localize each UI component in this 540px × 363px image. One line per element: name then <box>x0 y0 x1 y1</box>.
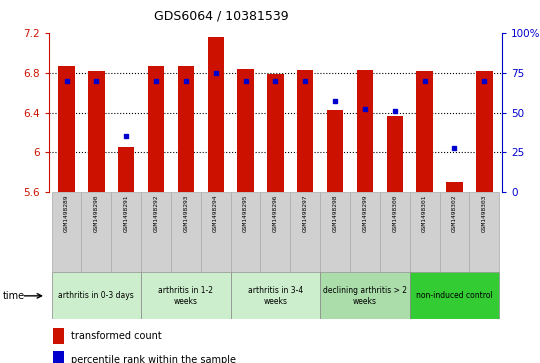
Bar <box>171 192 201 272</box>
Text: GSM1498301: GSM1498301 <box>422 195 427 232</box>
Text: GSM1498293: GSM1498293 <box>184 195 188 232</box>
Text: GSM1498302: GSM1498302 <box>452 195 457 232</box>
Text: GSM1498292: GSM1498292 <box>153 195 159 232</box>
Text: time: time <box>3 291 25 301</box>
Bar <box>231 192 260 272</box>
Bar <box>178 66 194 192</box>
Bar <box>410 272 499 319</box>
Bar <box>320 272 410 319</box>
Bar <box>320 192 350 272</box>
Bar <box>201 192 231 272</box>
Bar <box>148 66 164 192</box>
Bar <box>476 70 492 192</box>
Bar <box>88 70 105 192</box>
Bar <box>118 147 134 192</box>
Bar <box>446 182 463 192</box>
Bar <box>141 192 171 272</box>
Text: GSM1498298: GSM1498298 <box>333 195 338 232</box>
Bar <box>58 66 75 192</box>
Text: GSM1498291: GSM1498291 <box>124 195 129 232</box>
Bar <box>440 192 469 272</box>
Bar <box>327 110 343 192</box>
Bar <box>416 70 433 192</box>
Text: declining arthritis > 2
weeks: declining arthritis > 2 weeks <box>323 286 407 306</box>
Bar <box>410 192 440 272</box>
Text: GSM1498300: GSM1498300 <box>392 195 397 232</box>
Text: transformed count: transformed count <box>71 331 162 341</box>
Bar <box>111 192 141 272</box>
Bar <box>350 192 380 272</box>
Bar <box>53 351 64 363</box>
Bar <box>207 37 224 192</box>
Text: GSM1498297: GSM1498297 <box>303 195 308 232</box>
Bar <box>238 69 254 192</box>
Text: GSM1498294: GSM1498294 <box>213 195 218 232</box>
Text: GSM1498296: GSM1498296 <box>273 195 278 232</box>
Text: arthritis in 3-4
weeks: arthritis in 3-4 weeks <box>248 286 303 306</box>
Bar <box>53 328 64 344</box>
Text: non-induced control: non-induced control <box>416 291 493 300</box>
Text: arthritis in 1-2
weeks: arthritis in 1-2 weeks <box>158 286 213 306</box>
Bar <box>231 272 320 319</box>
Bar <box>291 192 320 272</box>
Bar <box>52 192 82 272</box>
Text: GDS6064 / 10381539: GDS6064 / 10381539 <box>154 9 288 22</box>
Text: GSM1498299: GSM1498299 <box>362 195 367 232</box>
Bar <box>297 70 313 192</box>
Text: GSM1498289: GSM1498289 <box>64 195 69 232</box>
Text: arthritis in 0-3 days: arthritis in 0-3 days <box>58 291 134 300</box>
Bar <box>82 192 111 272</box>
Bar <box>141 272 231 319</box>
Bar <box>357 70 373 192</box>
Text: GSM1498295: GSM1498295 <box>243 195 248 232</box>
Text: percentile rank within the sample: percentile rank within the sample <box>71 355 237 363</box>
Bar <box>267 74 284 192</box>
Bar <box>52 272 141 319</box>
Bar <box>387 115 403 192</box>
Text: GSM1498290: GSM1498290 <box>94 195 99 232</box>
Bar <box>469 192 499 272</box>
Text: GSM1498303: GSM1498303 <box>482 195 487 232</box>
Bar <box>260 192 291 272</box>
Bar <box>380 192 410 272</box>
